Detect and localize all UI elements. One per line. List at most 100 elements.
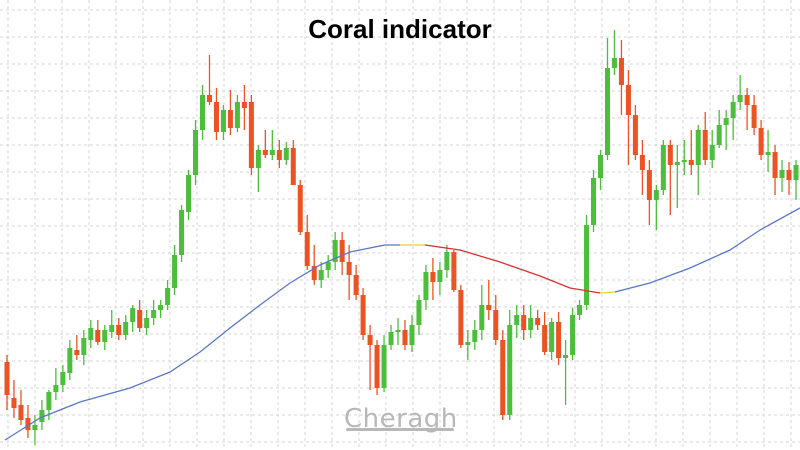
candle-body-down (248, 102, 254, 168)
chart-title: Coral indicator (308, 14, 492, 44)
candle-body-down (297, 185, 303, 232)
candle-body-down (667, 145, 673, 165)
candle-body-down (74, 350, 80, 355)
candle-body-up (151, 310, 157, 318)
candle-body-up (395, 330, 401, 332)
candle-body-up (283, 148, 289, 160)
candle-body-up (514, 315, 520, 325)
candle-body-down (290, 148, 296, 185)
candle-body-down (618, 58, 624, 85)
coral-line-rising (4, 244, 400, 441)
candle-body-down (500, 340, 506, 415)
candle-body-up (199, 95, 206, 130)
candle-body-down (367, 335, 373, 345)
candle-body-up (723, 118, 729, 125)
candle-body-up (590, 178, 597, 225)
candle-body-up (779, 170, 785, 178)
candle-body-up (67, 348, 73, 373)
candle-body-up (765, 152, 771, 155)
candle-body-up (716, 125, 722, 145)
candle-body-up (681, 160, 687, 162)
candle-body-down (402, 330, 408, 345)
candle-body-down (11, 398, 17, 408)
candle-body-down (702, 130, 708, 160)
candle-body-up (123, 322, 129, 335)
candle-body-up (81, 338, 87, 355)
candle-body-up (730, 102, 736, 118)
candle-body-up (269, 150, 275, 155)
candle-body-up (172, 255, 178, 288)
candle-body-up (255, 150, 261, 168)
candle-body-down (276, 150, 282, 160)
coral-line-flat (599, 291, 616, 294)
candle-body-down (18, 405, 24, 420)
candle-body-down (751, 105, 757, 128)
candle-body-up (604, 68, 610, 155)
candle-body-up (53, 385, 59, 392)
watermark-logo: Cheragh (344, 404, 458, 434)
candle-body-down (458, 290, 464, 345)
candle-body-up (32, 425, 38, 430)
candle-body-up (130, 308, 136, 322)
candle-body-down (451, 252, 457, 290)
candle-body-up (563, 355, 569, 358)
candle-body-up (144, 318, 150, 328)
candle-body-up (318, 270, 324, 280)
candle-body-up (793, 165, 799, 180)
candle-body-down (493, 310, 499, 340)
candle-body-down (353, 275, 359, 295)
candle-body-down (4, 362, 10, 395)
candle-body-up (465, 342, 471, 345)
candle-body-up (472, 330, 478, 342)
candle-body-down (206, 95, 213, 102)
watermark-swoosh (346, 428, 454, 431)
candle-body-up (158, 305, 164, 310)
candle-body-up (611, 58, 617, 68)
candle-body-up (674, 162, 680, 165)
candle-body-up (388, 332, 394, 345)
candle-body-up (597, 155, 604, 178)
candle-body-up (165, 288, 171, 305)
candle-body-down (556, 322, 562, 358)
candle-body-down (646, 170, 652, 200)
candle-body-up (570, 315, 576, 355)
candle-body-down (625, 85, 631, 115)
candle-body-up (444, 252, 450, 270)
candle-body-down (262, 150, 268, 155)
candle-body-down (213, 102, 219, 132)
candle-body-down (25, 418, 31, 430)
candle-body-up (549, 322, 555, 352)
candle-body-down (486, 305, 492, 310)
candle-body-down (772, 152, 778, 178)
candle-body-down (744, 95, 750, 105)
candle-body-up (584, 225, 590, 305)
candle-body-up (332, 240, 338, 262)
candle-body-down (227, 110, 233, 128)
candle-body-down (346, 262, 352, 275)
candle-body-up (325, 262, 331, 270)
candle-body-up (577, 305, 583, 315)
candle-body-up (709, 145, 715, 160)
candle-body-up (660, 145, 666, 190)
coral-line-falling (424, 244, 601, 294)
candle-body-down (95, 330, 101, 342)
candle-body-down (786, 170, 792, 180)
candle-body-up (695, 130, 701, 165)
candle-body-down (430, 272, 436, 282)
candle-body-up (416, 300, 422, 325)
candle-body-up (88, 328, 94, 340)
candle-body-down (339, 240, 345, 262)
candle-body-up (234, 102, 240, 128)
candle-body-down (521, 315, 527, 330)
candle-body-up (381, 345, 387, 388)
candle-body-down (374, 345, 380, 388)
candle-body-up (46, 392, 52, 410)
candle-body-up (179, 210, 185, 255)
candle-body-up (653, 190, 659, 200)
candle-body-down (241, 102, 247, 108)
candle-body-down (758, 128, 764, 155)
candle-body-up (109, 325, 115, 332)
candle-body-up (507, 325, 513, 415)
